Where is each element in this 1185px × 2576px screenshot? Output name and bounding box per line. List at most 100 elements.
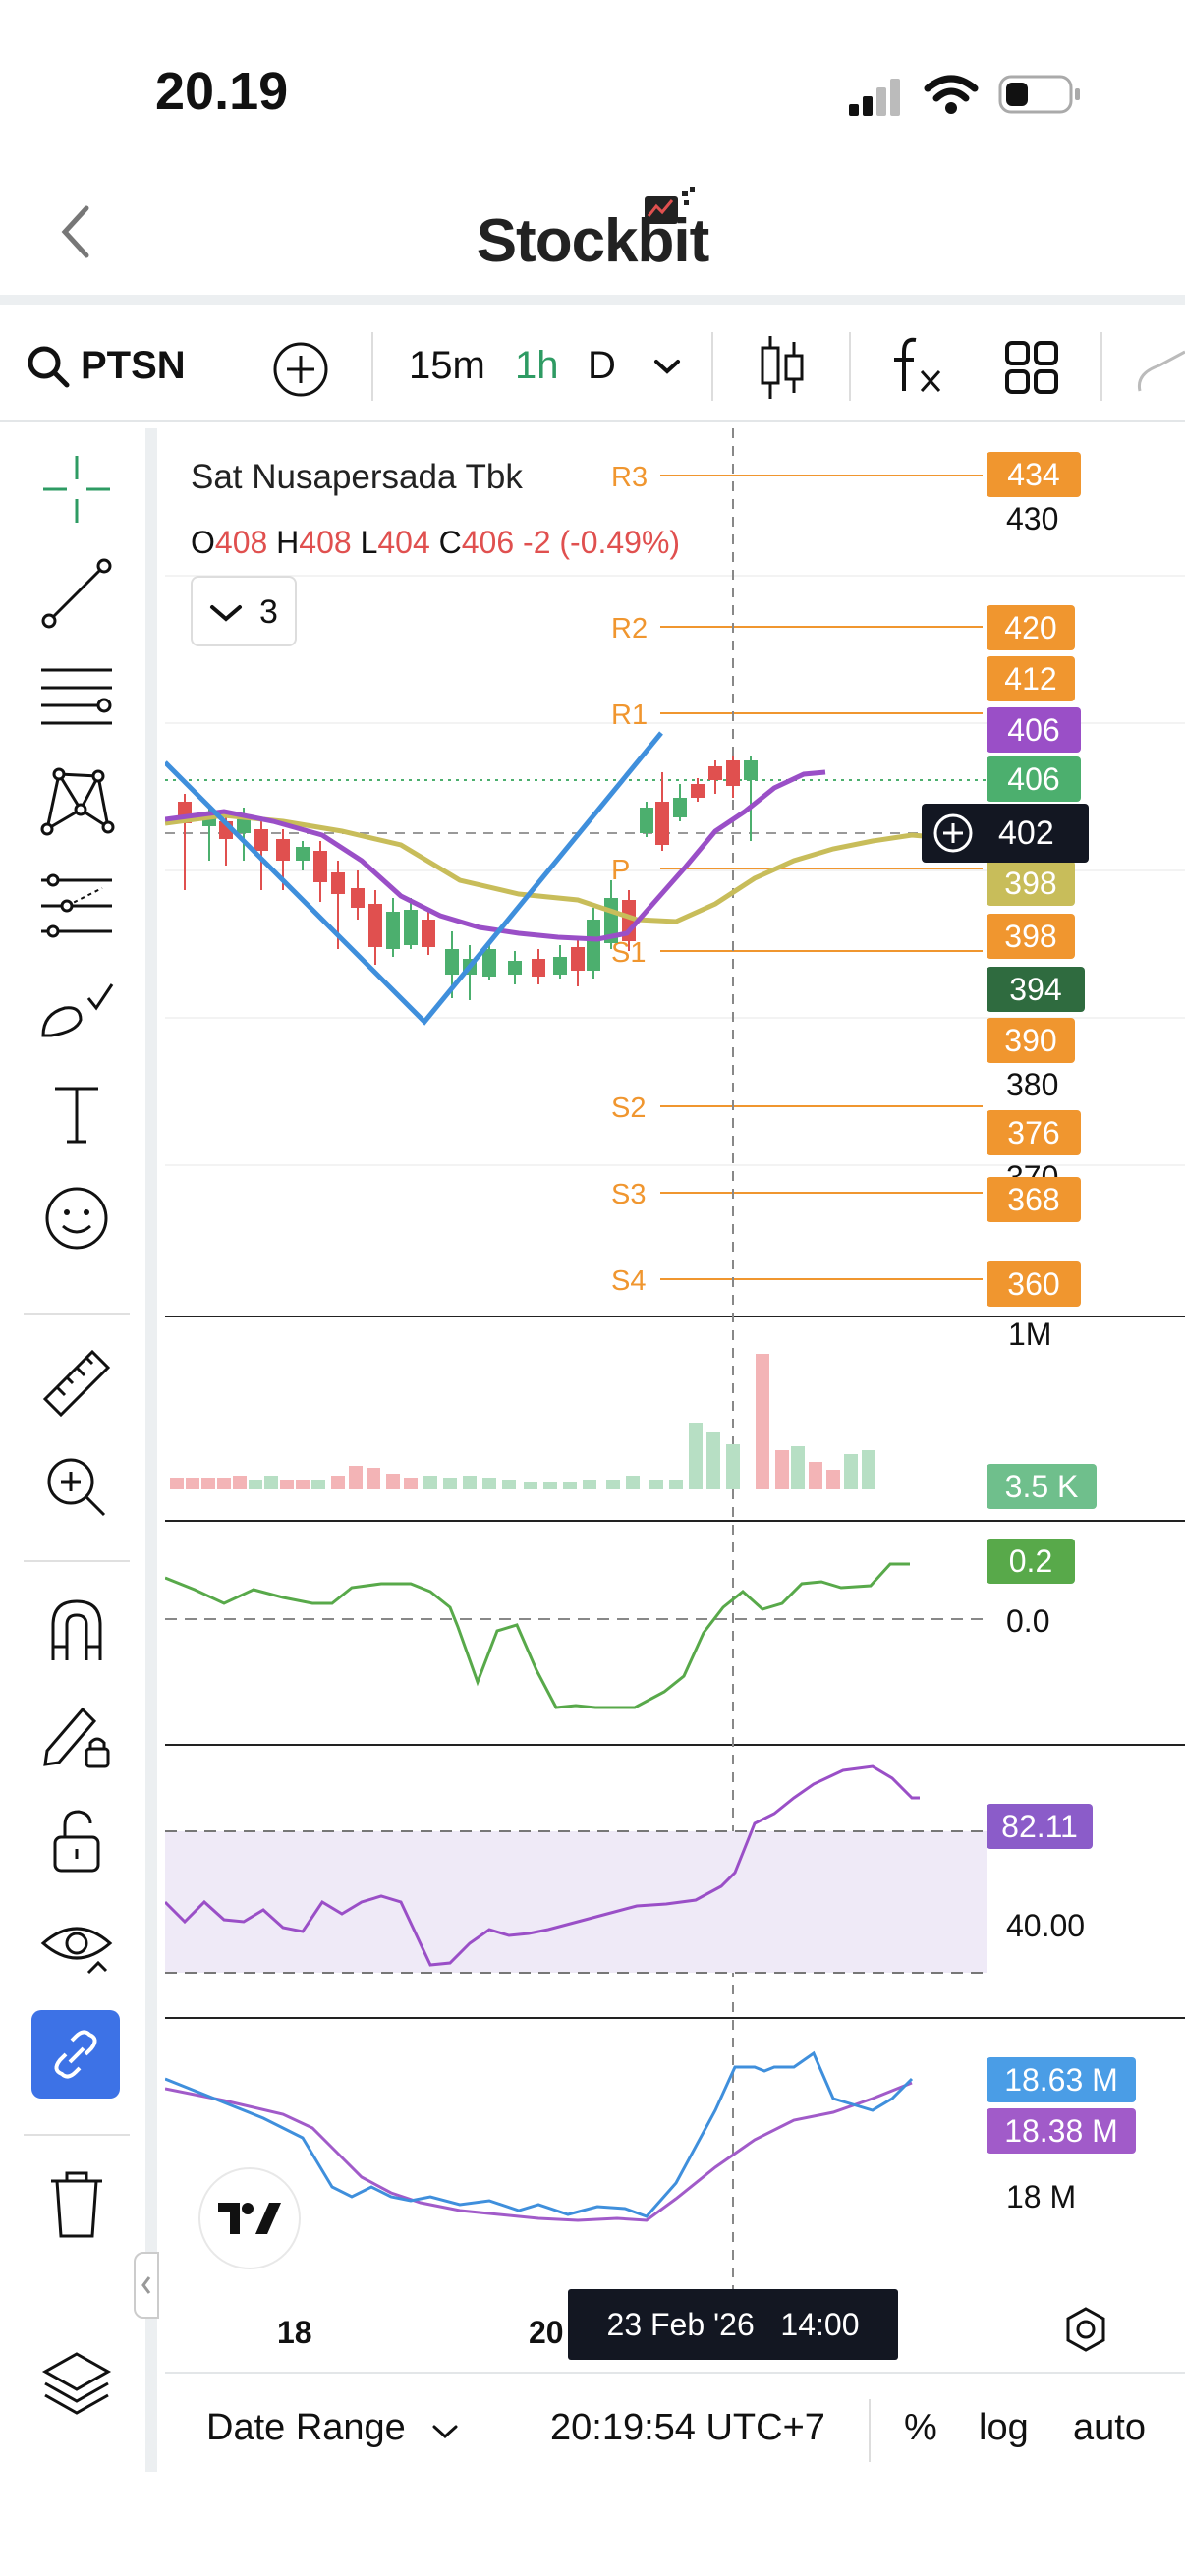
signal-icon bbox=[849, 79, 900, 116]
close-value: 406 bbox=[461, 525, 515, 560]
ma-yellow-price-label: 398 bbox=[987, 861, 1075, 906]
wifi-icon bbox=[924, 75, 979, 114]
indicator-toggle-button[interactable]: 3 bbox=[191, 576, 297, 646]
app-logo-text: Stockbit bbox=[476, 207, 710, 275]
volume-last-label: 3.5 K bbox=[987, 1464, 1097, 1509]
volume-bar bbox=[844, 1454, 858, 1489]
candle-body bbox=[276, 839, 290, 861]
volume-bar bbox=[706, 1432, 720, 1489]
add-symbol-icon[interactable] bbox=[271, 340, 330, 399]
candle-body bbox=[404, 910, 418, 945]
text-tool-icon[interactable] bbox=[28, 1065, 126, 1163]
fib-levels-icon[interactable] bbox=[28, 648, 126, 747]
percent-scale-toggle[interactable]: % bbox=[904, 2407, 937, 2448]
volume-bar bbox=[186, 1478, 199, 1489]
layers-icon[interactable] bbox=[28, 2334, 126, 2433]
oscillator-last-label: 0.2 bbox=[987, 1539, 1075, 1584]
candle-body bbox=[744, 760, 758, 780]
back-arrow-icon[interactable] bbox=[57, 202, 96, 261]
drawing-brush-icon[interactable] bbox=[1130, 344, 1185, 399]
chart-area[interactable]: R3 R2 R1 P S1 S2 S3 S4 Sat Nusapersada Tbk O408… bbox=[165, 428, 1185, 2372]
layout-grid-icon[interactable] bbox=[1004, 340, 1059, 395]
ohlc-legend: O408 H408 L404 C406 -2 (-0.49%) bbox=[191, 525, 680, 561]
candle-body bbox=[202, 816, 216, 826]
chart-settings-icon[interactable] bbox=[1061, 2305, 1110, 2354]
zoom-in-icon[interactable] bbox=[28, 1438, 126, 1537]
obv-purple-line bbox=[165, 2081, 913, 2222]
magnet-icon[interactable] bbox=[28, 1582, 126, 1680]
volume-bar bbox=[170, 1478, 184, 1489]
timeframe-d[interactable]: D bbox=[588, 344, 616, 387]
date-range-button[interactable]: Date Range bbox=[206, 2407, 406, 2448]
candlestick-chart-icon[interactable] bbox=[757, 334, 808, 401]
pivot-label-r1: R1 bbox=[611, 700, 648, 731]
crosshair-icon[interactable] bbox=[28, 440, 126, 538]
candle-body bbox=[587, 920, 600, 971]
ruler-icon[interactable] bbox=[28, 1334, 126, 1432]
pivot-s3-price-label: 368 bbox=[987, 1177, 1081, 1222]
tradingview-logo-icon bbox=[218, 2203, 281, 2234]
candle-body bbox=[313, 851, 327, 882]
visibility-icon[interactable] bbox=[28, 1894, 126, 1992]
lock-drawings-icon[interactable] bbox=[28, 1686, 126, 1784]
volume-bar bbox=[502, 1480, 516, 1489]
trend-line-icon[interactable] bbox=[28, 544, 126, 643]
candle-body bbox=[655, 802, 669, 845]
ticker-symbol[interactable]: PTSN bbox=[81, 344, 186, 387]
panel-divider bbox=[24, 1560, 130, 1562]
crosshair-price-label[interactable]: 402 bbox=[922, 804, 1089, 863]
unlock-icon[interactable] bbox=[28, 1790, 126, 1888]
volume-bar bbox=[583, 1480, 596, 1489]
pattern-tool-icon[interactable] bbox=[28, 753, 126, 851]
candle-body bbox=[553, 957, 567, 975]
volume-bar bbox=[386, 1474, 400, 1489]
sync-link-icon[interactable] bbox=[31, 2010, 120, 2099]
obv-blue-line bbox=[165, 2050, 914, 2218]
volume-bar bbox=[756, 1354, 769, 1489]
timeframe-15m[interactable]: 15m bbox=[409, 344, 485, 387]
search-icon[interactable] bbox=[26, 344, 71, 389]
stockbit-logo-icon bbox=[645, 187, 695, 224]
brush-icon[interactable] bbox=[28, 961, 126, 1059]
candle-body bbox=[368, 904, 382, 947]
forecast-tool-icon[interactable] bbox=[28, 857, 126, 955]
close-label: C bbox=[438, 525, 462, 560]
drawing-tools-panel bbox=[0, 428, 159, 2472]
company-name: Sat Nusapersada Tbk bbox=[191, 458, 523, 496]
low-label: L bbox=[360, 525, 378, 560]
chevron-down-icon[interactable] bbox=[652, 356, 682, 377]
toolbar-divider bbox=[711, 332, 713, 401]
chevron-down-icon bbox=[210, 605, 242, 622]
clock-timezone[interactable]: 20:19:54 UTC+7 bbox=[550, 2407, 825, 2448]
candle-body bbox=[532, 959, 545, 977]
status-bar: 20.19 bbox=[0, 0, 1185, 167]
chevron-down-icon[interactable] bbox=[430, 2421, 460, 2442]
battery-icon bbox=[998, 75, 1080, 114]
emoji-icon[interactable] bbox=[28, 1169, 126, 1267]
open-value: 408 bbox=[214, 525, 268, 560]
indicators-fx-icon[interactable] bbox=[890, 334, 945, 397]
volume-bar bbox=[689, 1423, 703, 1489]
volume-bar bbox=[367, 1468, 380, 1489]
indicator-count: 3 bbox=[259, 593, 278, 631]
candle-body bbox=[673, 798, 687, 817]
tradingview-logo[interactable] bbox=[198, 2167, 301, 2269]
volume-bar bbox=[862, 1450, 875, 1489]
volume-bar bbox=[463, 1476, 477, 1489]
add-alert-icon[interactable] bbox=[931, 812, 975, 855]
pivot-label-s2: S2 bbox=[611, 1092, 646, 1124]
trash-icon[interactable] bbox=[28, 2156, 126, 2254]
volume-bar bbox=[775, 1450, 789, 1489]
volume-bar bbox=[201, 1478, 215, 1489]
candle-body bbox=[445, 949, 459, 975]
timeframe-1h[interactable]: 1h bbox=[515, 344, 559, 387]
auto-scale-toggle[interactable]: auto bbox=[1073, 2407, 1146, 2448]
pivot-s1-price-label: 390 bbox=[987, 1018, 1075, 1063]
rsi-band bbox=[165, 1831, 987, 1973]
volume-bar bbox=[649, 1480, 663, 1489]
collapse-panel-handle[interactable] bbox=[134, 2252, 159, 2319]
candle-body bbox=[691, 784, 705, 798]
volume-bar bbox=[349, 1466, 363, 1489]
log-scale-toggle[interactable]: log bbox=[979, 2407, 1029, 2448]
